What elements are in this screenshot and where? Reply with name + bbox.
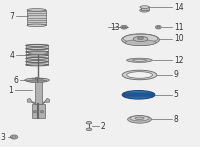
Ellipse shape (121, 25, 127, 29)
Text: 4: 4 (9, 51, 14, 60)
Ellipse shape (122, 34, 159, 46)
Ellipse shape (127, 58, 152, 62)
Ellipse shape (29, 51, 48, 55)
Ellipse shape (86, 128, 92, 131)
Ellipse shape (86, 121, 92, 124)
Ellipse shape (140, 8, 149, 12)
Ellipse shape (27, 80, 47, 82)
Text: 10: 10 (174, 34, 183, 44)
Text: 14: 14 (174, 3, 183, 12)
Ellipse shape (135, 117, 144, 120)
Ellipse shape (127, 72, 152, 78)
Ellipse shape (35, 77, 39, 79)
Text: 13: 13 (110, 23, 119, 32)
Ellipse shape (123, 34, 158, 43)
Circle shape (40, 111, 44, 113)
Ellipse shape (140, 6, 149, 8)
Ellipse shape (25, 78, 49, 82)
Ellipse shape (122, 91, 155, 99)
Ellipse shape (125, 40, 156, 46)
Ellipse shape (138, 37, 144, 40)
Bar (32, 104, 45, 118)
Text: 2: 2 (101, 122, 106, 131)
Text: 3: 3 (1, 132, 6, 142)
Ellipse shape (133, 36, 148, 42)
Ellipse shape (122, 70, 157, 80)
Text: 12: 12 (174, 56, 183, 65)
Polygon shape (28, 98, 49, 104)
Ellipse shape (10, 135, 18, 139)
Text: 11: 11 (174, 23, 183, 32)
Bar (27, 10, 46, 25)
Text: 8: 8 (174, 115, 179, 124)
Text: 5: 5 (174, 90, 179, 99)
Bar (141, 7, 149, 10)
Text: 9: 9 (174, 70, 179, 80)
Text: 6: 6 (13, 76, 18, 85)
Bar (35, 78, 42, 104)
Ellipse shape (27, 24, 46, 27)
Text: 7: 7 (9, 12, 14, 21)
Ellipse shape (27, 9, 46, 11)
Ellipse shape (128, 116, 151, 123)
Ellipse shape (133, 59, 146, 61)
Text: 1: 1 (8, 86, 13, 95)
Circle shape (33, 111, 36, 113)
Ellipse shape (130, 116, 149, 121)
Ellipse shape (155, 25, 161, 29)
